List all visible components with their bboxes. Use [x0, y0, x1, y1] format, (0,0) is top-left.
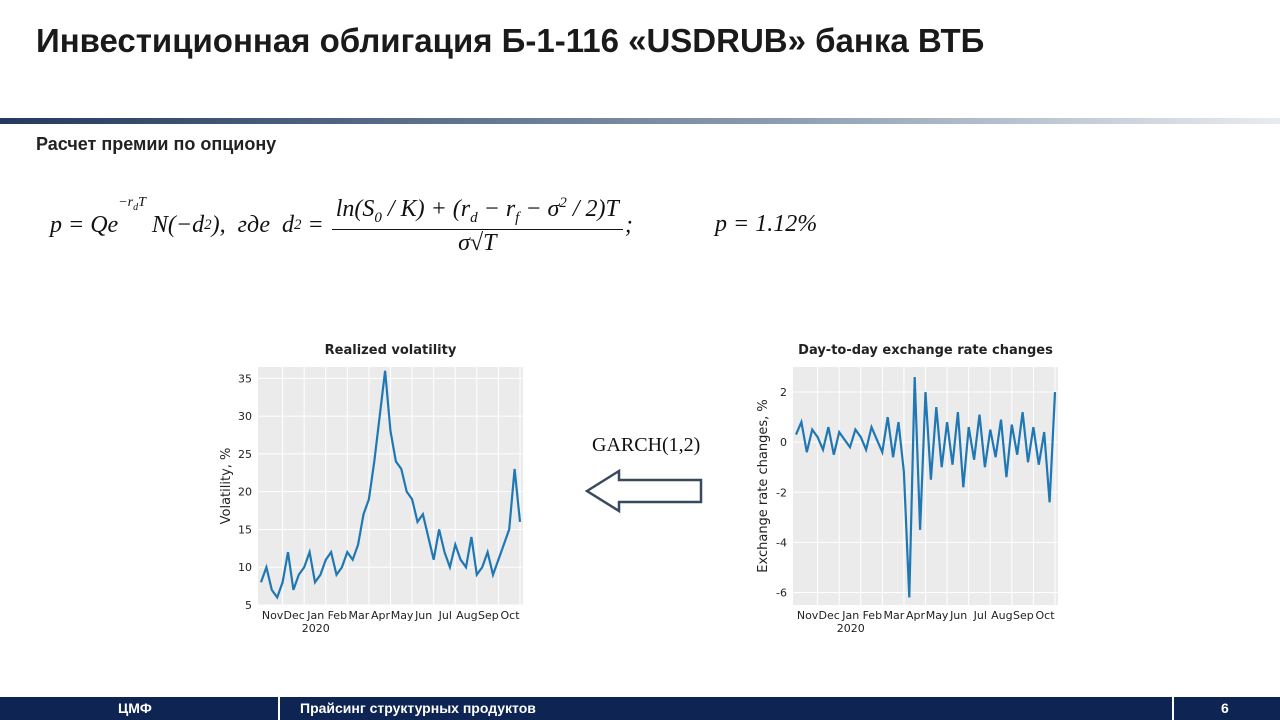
- formula-part: 2: [294, 217, 302, 234]
- x-tick-label: May: [926, 609, 949, 622]
- formula-part: p = Qe: [50, 212, 119, 239]
- formula-part: −r: [118, 195, 134, 210]
- subtitle: Расчет премии по опциону: [36, 134, 277, 154]
- formula-part: − σ: [519, 196, 560, 222]
- y-tick-label: -2: [776, 486, 787, 499]
- arrow-label: GARCH(1,2): [592, 434, 701, 456]
- y-tick-label: -6: [776, 586, 787, 599]
- x-tick-label: Jun: [949, 609, 967, 622]
- x-tick-label: May: [391, 609, 414, 622]
- formula-part: − r: [477, 196, 516, 222]
- formula-part: d: [133, 201, 139, 213]
- result: p = 1.12%: [715, 211, 818, 237]
- formula-part: d: [470, 209, 478, 226]
- y-axis-label: Volatility, %: [219, 448, 234, 525]
- y-tick-label: 10: [238, 561, 252, 574]
- chart-title: Day-to-day exchange rate changes: [798, 343, 1053, 358]
- formula-part: N(−d: [145, 212, 205, 239]
- formula-part: ln(S: [335, 196, 375, 222]
- x-tick-label: Oct: [500, 609, 520, 622]
- y-tick-label: 30: [238, 410, 252, 423]
- x-tick-label: Apr: [906, 609, 926, 622]
- y-tick-label: 0: [780, 436, 787, 449]
- y-tick-label: 2: [780, 386, 787, 399]
- x-tick-label: Sep: [478, 609, 499, 622]
- x-tick-label: Apr: [371, 609, 391, 622]
- y-tick-label: 35: [238, 372, 252, 385]
- x-tick-label: Dec: [284, 609, 305, 622]
- x-tick-label: Mar: [349, 609, 370, 622]
- footer: ЦМФ Прайсинг структурных продуктов 6: [0, 697, 1280, 720]
- y-axis-label: Exchange rate changes, %: [756, 399, 771, 572]
- line: [794, 376, 1057, 598]
- x-tick-label: Dec: [819, 609, 840, 622]
- formula-part: f: [515, 209, 520, 226]
- year-label: 2020: [837, 622, 865, 635]
- year-label: 2020: [302, 622, 330, 635]
- footer-center: Прайсинг структурных продуктов: [300, 700, 536, 716]
- x-tick-label: Jun: [414, 609, 432, 622]
- x-tick-label: Jan: [306, 609, 324, 622]
- formula-part: 2: [204, 217, 212, 234]
- x-tick-label: Feb: [863, 609, 882, 622]
- x-tick-label: Oct: [1035, 609, 1055, 622]
- y-tick-label: 15: [238, 523, 252, 536]
- y-tick-label: -4: [776, 536, 787, 549]
- x-tick-label: Jul: [438, 609, 452, 622]
- chart: Day-to-day exchange rate changes Exchange…: [756, 343, 1058, 635]
- formula-part: 2: [559, 195, 567, 211]
- formula-part: ;: [624, 212, 633, 239]
- y-tick-label: 25: [238, 448, 252, 461]
- x-tick-label: Aug: [991, 609, 1012, 622]
- chart-title: Realized volatility: [325, 343, 457, 358]
- formula-part: / 2)T: [566, 196, 619, 222]
- divider: [0, 118, 1280, 124]
- x-tick-label: Nov: [797, 609, 819, 622]
- footer-left: ЦМФ: [118, 700, 152, 716]
- line: [259, 370, 522, 600]
- x-tick-label: Mar: [884, 609, 905, 622]
- x-tick-label: Aug: [456, 609, 477, 622]
- formula-part: 0: [374, 209, 382, 226]
- slide-title: Инвестиционная облигация Б-1-116 «USDRUB…: [36, 22, 985, 59]
- x-tick-label: Sep: [1013, 609, 1034, 622]
- page-number: 6: [1221, 700, 1229, 716]
- y-tick-label: 5: [245, 599, 252, 612]
- formula-part: T: [138, 195, 146, 210]
- arrow: [585, 468, 703, 514]
- y-tick-label: 20: [238, 486, 252, 499]
- x-tick-label: Jan: [841, 609, 859, 622]
- x-tick-label: Feb: [328, 609, 347, 622]
- formula-part: σ√T: [458, 229, 497, 256]
- x-tick-label: Jul: [973, 609, 987, 622]
- formula-part: / K) + (r: [381, 196, 471, 222]
- formula-part: ), где d: [211, 212, 295, 239]
- x-tick-label: Nov: [262, 609, 284, 622]
- formula-part: =: [301, 212, 330, 239]
